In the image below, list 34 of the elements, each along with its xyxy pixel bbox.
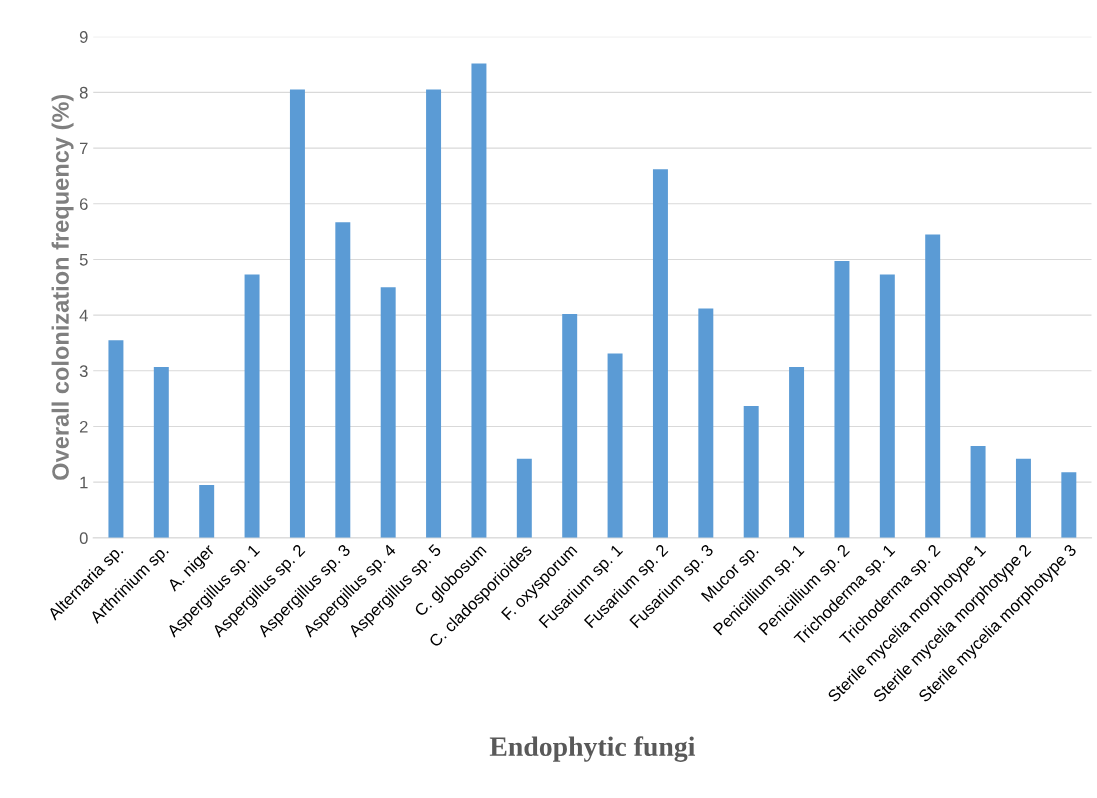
bar (289, 89, 305, 538)
bar (562, 314, 578, 538)
y-tick-label: 1 (80, 476, 88, 489)
bar (380, 287, 396, 538)
bar (970, 445, 986, 538)
bar (879, 274, 895, 538)
bar (652, 169, 668, 538)
bar (199, 484, 215, 538)
y-tick-label: 0 (79, 532, 88, 545)
bar (426, 89, 442, 538)
y-tick-label: 4 (79, 309, 88, 322)
y-tick-label: 9 (79, 31, 88, 43)
bar (789, 366, 805, 538)
bar (925, 234, 941, 538)
y-tick-label: 8 (79, 86, 88, 99)
bar (471, 63, 487, 538)
y-tick-label: 5 (79, 254, 88, 266)
bar (108, 340, 124, 538)
y-tick-label: 2 (79, 420, 88, 433)
y-tick-label: 7 (79, 142, 88, 155)
bar (698, 308, 714, 538)
bar (244, 274, 260, 538)
x-axis-title: Endophytic fungi (489, 736, 696, 762)
bar (1015, 458, 1031, 538)
y-axis-title: Overall colonization frequency (%) (51, 94, 74, 480)
bar (153, 366, 169, 538)
bar (607, 353, 623, 538)
bar (743, 405, 759, 538)
bar (335, 222, 351, 538)
bar (1061, 472, 1077, 538)
y-tick-label: 6 (79, 198, 88, 210)
bar (516, 458, 532, 538)
bar (834, 261, 850, 538)
y-tick-label: 3 (79, 365, 88, 378)
